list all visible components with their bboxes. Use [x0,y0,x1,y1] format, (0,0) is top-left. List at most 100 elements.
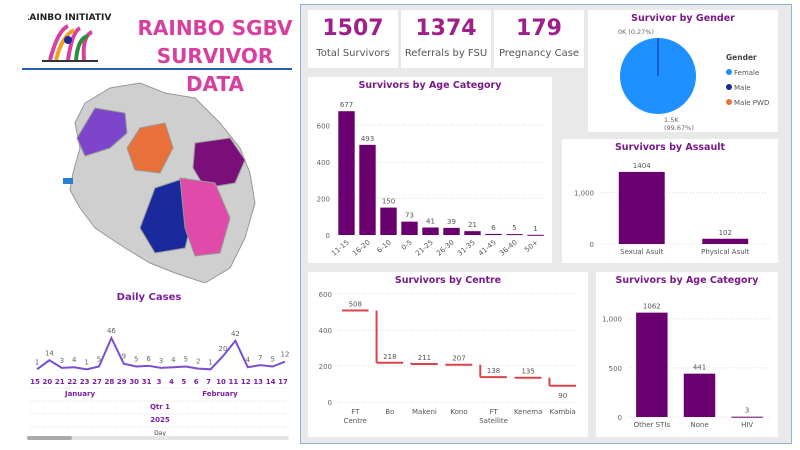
sti-card: Survivors by Age Category 0 500 1,000 1062 O… [596,272,778,437]
map-region-purple[interactable] [76,107,128,157]
x-tick-label: Kono [450,408,467,416]
y-tick-label: 0 [328,399,332,407]
page-title: RAINBO SGBV SURVIVOR DATA [135,14,295,98]
x-tick-label: 6 [194,378,199,386]
y-tick-label: 400 [317,159,330,167]
daily-cases-chart: 1151420321422123527462892953063133445526… [27,327,290,440]
bar [506,234,523,236]
legend-item: Female [734,69,759,77]
x-tick-label: None [690,421,708,429]
kpi-label: Pregnancy Case [498,48,580,59]
data-label: 2 [196,358,200,366]
bar [702,238,749,244]
bar [731,416,763,418]
x-tick-label: 11-15 [330,238,351,257]
x-tick-label: 6-10 [375,238,392,254]
x-tick-label: 13 [253,378,263,386]
data-label: 3 [745,407,749,415]
pie-label: 0K (0.27%) [618,28,654,36]
x-tick-label: 17 [278,378,288,386]
logo-graphic-icon: RAINBO INITIATIVE [22,13,118,62]
svg-text:RAINBO INITIATIVE: RAINBO INITIATIVE [28,13,112,23]
rainbo-logo: RAINBO INITIATIVE [22,8,118,64]
kpi-pregnancy: 179 Pregnancy Case [494,10,584,68]
y-tick-label: 1,000 [602,316,622,324]
title-line-1: RAINBO SGBV [137,16,293,40]
bar [464,231,481,235]
data-label: 218 [383,353,396,361]
bar [636,312,668,417]
x-tick-label: 26-30 [435,238,456,257]
gender-card: Survivor by Gender 0K (0.27%) 1.5K (99.67%… [588,10,778,132]
y-tick-label: 600 [317,122,330,130]
sti-bar-chart: 0 500 1,000 1062 Other STIs 441 None 3 HIV [602,303,771,429]
x-tick-label: 4 [169,378,174,386]
data-label: 150 [382,198,395,206]
kpi-referrals: 1374 Referrals by FSU [401,10,491,68]
x-tick-label: Satellite [479,417,508,425]
x-tick-label: 7 [206,378,211,386]
x-tick-label: 31 [142,378,152,386]
data-label: 1 [533,225,537,233]
data-label: 1 [208,358,212,366]
data-label: 9 [122,353,126,361]
data-label: 3 [60,357,64,365]
legend-marker [726,69,732,75]
data-label: 441 [693,364,706,372]
map-region-blue[interactable] [139,177,196,254]
y-tick-label: 200 [317,195,330,203]
data-label: 1404 [633,162,651,170]
map-region-freetown[interactable] [63,178,73,184]
x-tick-label: Kenema [514,408,542,416]
x-tick-label: 27 [92,378,102,386]
data-label: 102 [719,229,732,237]
data-label: 7 [258,354,262,362]
bar [527,234,544,236]
x-tick-label: 22 [67,378,77,386]
map-region-darkpurple[interactable] [192,137,246,189]
data-label: 5 [270,356,274,364]
data-label: 677 [340,101,353,109]
data-label: 12 [281,351,290,359]
y-tick-label: 0 [326,232,330,240]
y-tick-label: 600 [319,291,332,299]
bar [380,207,397,235]
map-region-orange[interactable] [126,122,174,174]
data-label: 3 [159,357,163,365]
y-tick-label: 400 [319,327,332,335]
title-line-2: SURVIVOR DATA [156,44,274,96]
x-tick-label: Centre [344,417,367,425]
y-tick-label: 0 [618,414,622,422]
y-tick-label: 1,000 [574,190,594,198]
x-axis-title: Day [154,430,166,437]
x-tick-label: 23 [80,378,90,386]
data-label: 1 [84,358,88,366]
centre-card: Survivors by Centre 0 200 400 600 508 FT Centr… [308,272,588,437]
bar [359,144,376,235]
data-label: 4 [72,356,77,364]
age-card: Survivors by Age Category 0 200 400 600 677 1… [308,77,552,263]
bar [338,111,355,235]
x-tick-label: 16-20 [351,238,372,257]
map-region-pink[interactable] [179,177,231,257]
scrollbar-thumb[interactable] [27,436,72,440]
kpi-label: Referrals by FSU [404,48,488,59]
data-label: 1062 [643,303,661,311]
x-tick-label: 29 [117,378,127,386]
data-label: 5 [512,224,516,232]
assault-card: Survivors by Assault 0 1,000 1404 Sexual As… [562,139,778,263]
age-bar-chart: 0 200 400 600 677 11-15 493 16-20 150 6-10 73 0-5 41… [317,101,546,258]
x-tick-label: FT [489,408,498,416]
data-label: 4 [171,356,176,364]
x-tick-label: 10 [216,378,226,386]
centre-line-chart: 0200400600508FTCentre218Bo211Makeni207Ko… [319,291,580,425]
left-panel: RAINBO INITIATIVE RAINBO SGBV SURVIVOR D… [0,0,298,450]
x-tick-label: 21 [55,378,65,386]
data-label: 39 [447,218,456,226]
bar [618,171,665,244]
kpi-value: 1507 [322,16,384,41]
data-label: 6 [146,355,151,363]
data-label: 46 [107,327,116,335]
assault-bar-chart: 0 1,000 1404 Sexual Asult 102 Physical Asult [574,162,767,256]
legend-marker [726,99,732,105]
